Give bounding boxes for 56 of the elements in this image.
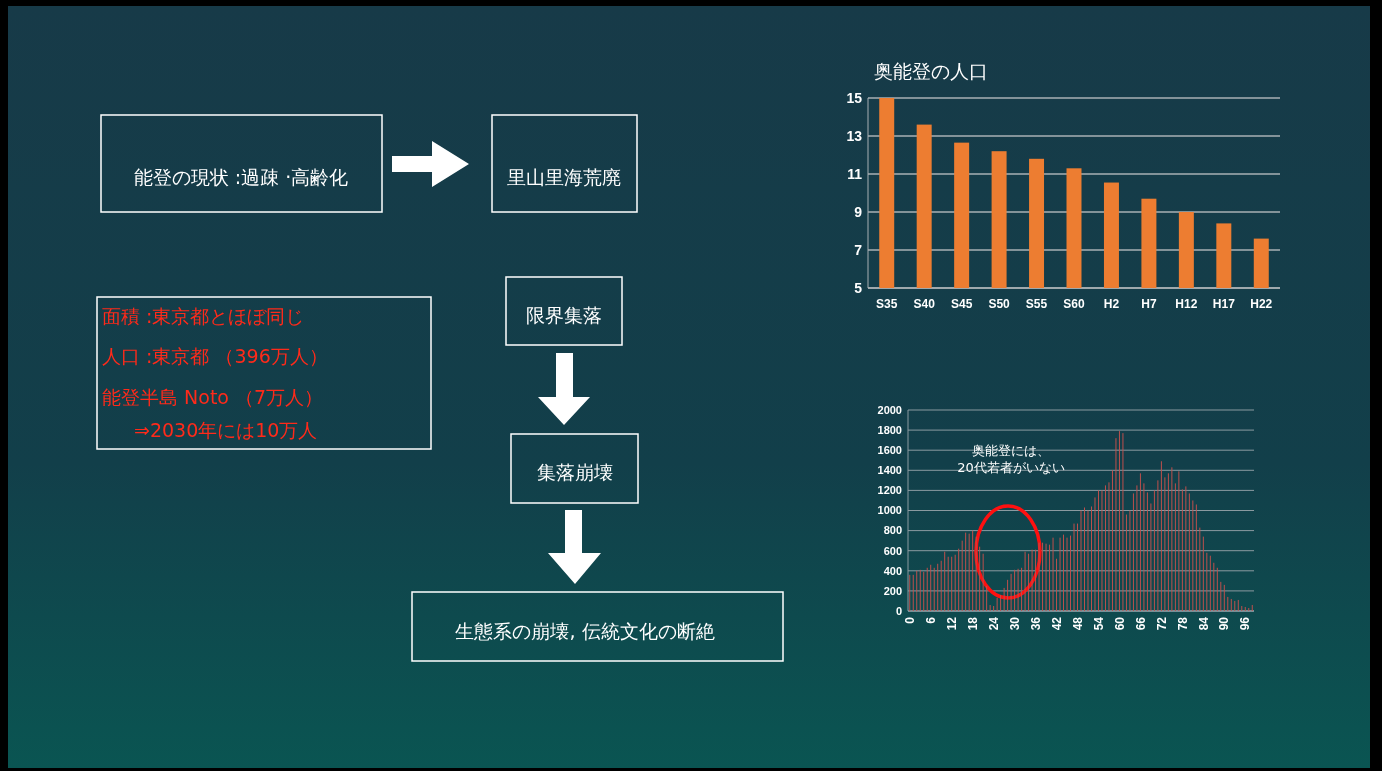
text: 面積 :東京都とほぼ同じ	[102, 305, 305, 327]
x-tick-label: 0	[902, 616, 917, 624]
y-tick-label: 5	[854, 279, 863, 296]
x-tick-label: 66	[1133, 616, 1148, 631]
x-tick-label: S35	[876, 297, 898, 311]
x-tick-label: 90	[1217, 616, 1232, 631]
x-tick-label: 30	[1007, 616, 1022, 631]
text: 集落崩壊	[537, 461, 613, 483]
y-tick-label: 13	[846, 127, 863, 144]
x-tick-label: S40	[913, 297, 936, 311]
y-tick-label: 15	[846, 89, 863, 106]
y-tick-label: 600	[883, 544, 902, 557]
y-tick-label: 1400	[877, 464, 902, 477]
x-tick-label: 60	[1112, 616, 1127, 631]
y-tick-label: 400	[883, 564, 902, 577]
text: 人口 :東京都 （396万人）	[102, 345, 328, 367]
y-tick-label: 2000	[877, 403, 902, 416]
x-tick-label: 84	[1196, 616, 1211, 631]
x-tick-label: H22	[1250, 297, 1273, 311]
text: ⇒2030年には10万人	[134, 419, 318, 441]
text: 里山里海荒廃	[507, 166, 621, 188]
y-tick-label: 200	[883, 584, 902, 597]
x-tick-label: 36	[1028, 616, 1043, 631]
x-tick-label: 24	[986, 616, 1001, 631]
annotation: 20代若者がいない	[957, 460, 1065, 475]
y-tick-label: 1200	[877, 484, 902, 497]
x-tick-label: 54	[1091, 616, 1106, 631]
y-tick-label: 7	[854, 241, 863, 258]
text: 能登の現状 :過疎 ·高齢化	[133, 166, 349, 188]
text: 能登半島 Noto （7万人）	[102, 386, 324, 408]
y-tick-label: 800	[883, 524, 902, 537]
y-tick-label: 1600	[877, 444, 902, 457]
x-tick-label: S45	[950, 297, 973, 311]
x-tick-label: H2	[1103, 297, 1120, 311]
annotation: 奥能登には、	[972, 443, 1050, 458]
x-tick-label: S50	[988, 297, 1011, 311]
x-tick-label: 18	[965, 616, 980, 631]
x-tick-label: 78	[1175, 616, 1190, 631]
x-tick-label: 42	[1049, 616, 1064, 631]
x-tick-label: H12	[1175, 297, 1198, 311]
x-tick-label: H17	[1212, 297, 1236, 311]
y-tick-label: 1800	[877, 423, 902, 436]
y-tick-label: 1000	[877, 504, 902, 517]
text: 生態系の崩壊, 伝統文化の断絶	[455, 620, 715, 642]
x-tick-label: 48	[1070, 616, 1085, 631]
x-tick-label: 72	[1154, 616, 1169, 631]
x-tick-label: H7	[1141, 297, 1157, 311]
chart-title: 奥能登の人口	[874, 60, 988, 82]
x-tick-label: 12	[944, 616, 959, 631]
x-tick-label: 96	[1238, 616, 1253, 631]
y-tick-label: 9	[854, 203, 863, 220]
x-tick-label: S55	[1025, 297, 1048, 311]
x-tick-label: 6	[923, 616, 938, 624]
x-tick-label: S60	[1063, 297, 1085, 311]
text: 限界集落	[526, 304, 602, 326]
y-tick-label: 11	[847, 165, 863, 182]
